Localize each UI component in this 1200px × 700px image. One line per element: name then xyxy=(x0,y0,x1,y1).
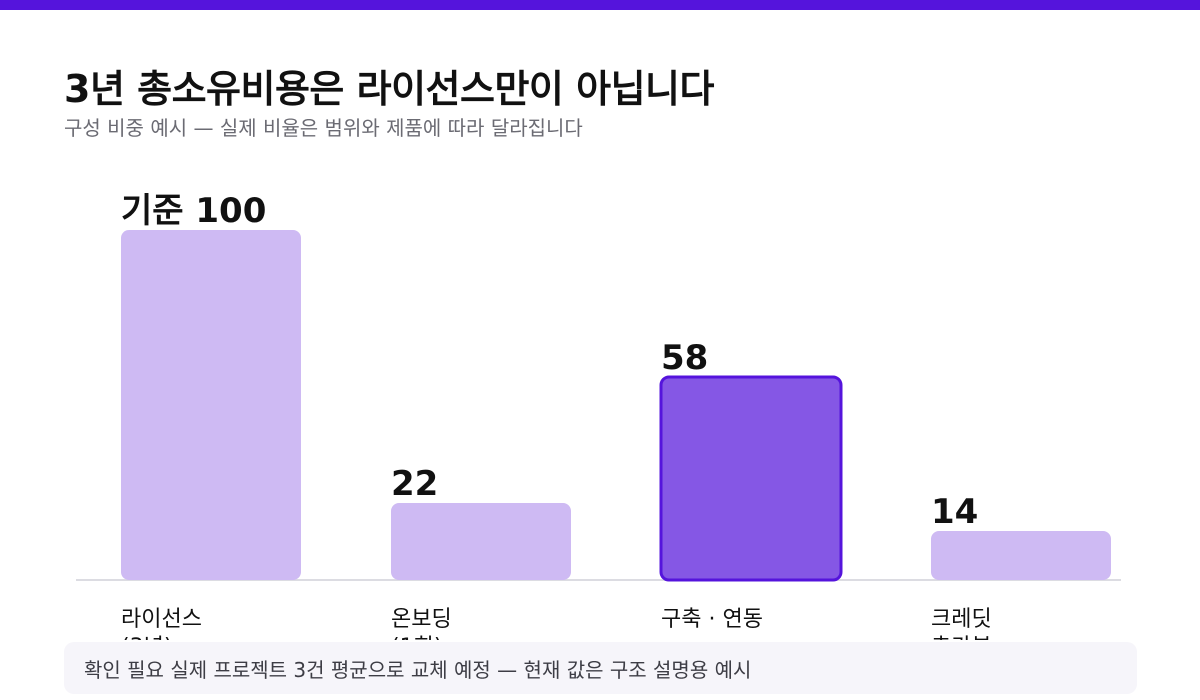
bar-value-label-3: 14 xyxy=(931,492,978,532)
category-label-1: 온보딩(1회) xyxy=(391,607,452,640)
footnote-banner: 확인 필요 실제 프로젝트 3건 평균으로 교체 예정 — 현재 값은 구조 설… xyxy=(64,642,1137,694)
bar-value-label-2: 58 xyxy=(661,338,708,378)
bar-2 xyxy=(659,375,843,582)
category-label-3: 크레딧추가분 xyxy=(931,607,992,640)
top-accent-bar xyxy=(0,0,1200,10)
category-label-2: 구축 · 연동 xyxy=(661,607,763,632)
chart-subtitle: 구성 비중 예시 — 실제 비율은 범위와 제품에 따라 달라집니다 xyxy=(64,116,583,140)
bar-value-label-1: 22 xyxy=(391,464,438,504)
bar-chart: 기준 100 라이선스(3년) 22 온보딩(1회) 58 구축 · 연동 14 크레딧추가분 xyxy=(76,191,1121,640)
bar-value-label-0: 기준 100 xyxy=(121,191,266,231)
bar-1 xyxy=(391,503,571,580)
footnote-text: 확인 필요 실제 프로젝트 3건 평균으로 교체 예정 — 현재 값은 구조 설… xyxy=(84,658,752,682)
chart-title: 3년 총소유비용은 라이선스만이 아닙니다 xyxy=(64,67,714,111)
bar-0 xyxy=(121,230,301,580)
category-label-0: 라이선스(3년) xyxy=(121,607,202,640)
bar-3 xyxy=(931,531,1111,580)
